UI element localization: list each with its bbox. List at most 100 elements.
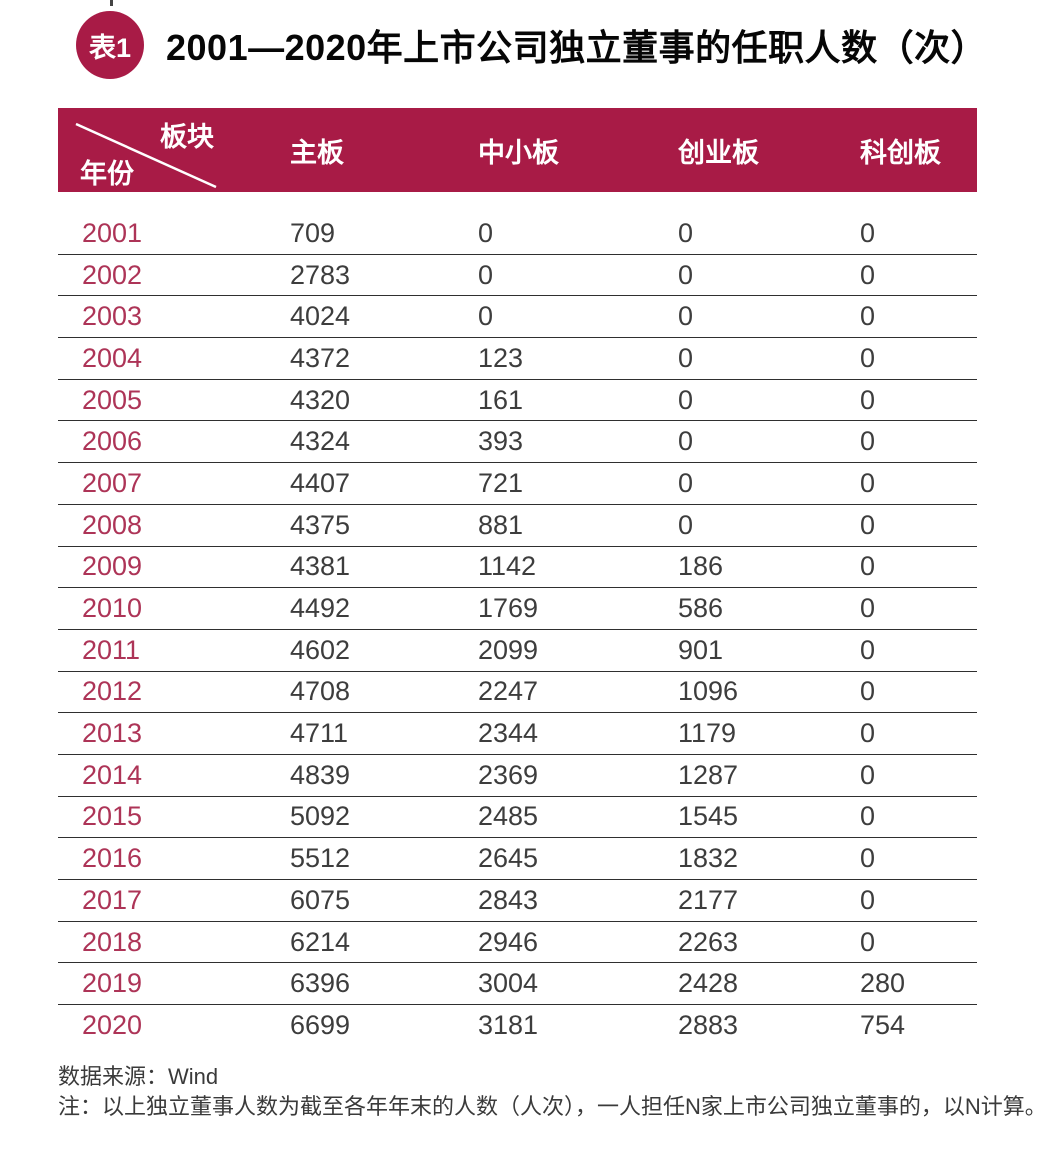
value-cell: 280 [860, 968, 906, 999]
value-cell: 6214 [290, 926, 351, 957]
value-cell: 0 [478, 259, 494, 290]
value-cell: 1096 [678, 676, 739, 707]
value-cell: 2428 [678, 968, 739, 999]
value-cell: 5512 [290, 843, 351, 874]
value-cell: 721 [478, 467, 524, 498]
value-cell: 901 [678, 634, 724, 665]
value-cell: 4839 [290, 759, 351, 790]
year-cell: 2020 [82, 1010, 143, 1041]
value-cell: 4320 [290, 384, 351, 415]
value-cell: 1142 [478, 551, 537, 582]
value-cell: 0 [860, 634, 876, 665]
table-row: 2014 4839 2369 1287 0 [58, 755, 977, 797]
value-cell: 0 [860, 342, 876, 373]
value-cell: 0 [860, 509, 876, 540]
value-cell: 0 [678, 217, 694, 248]
value-cell: 3181 [478, 1010, 539, 1041]
table-row: 2013 4711 2344 1179 0 [58, 713, 977, 755]
value-cell: 393 [478, 426, 524, 457]
year-cell: 2015 [82, 801, 143, 832]
value-cell: 2369 [478, 759, 539, 790]
table-row: 2012 4708 2247 1096 0 [58, 672, 977, 714]
value-cell: 0 [860, 801, 876, 832]
value-cell: 0 [678, 259, 694, 290]
value-cell: 2485 [478, 801, 539, 832]
value-cell: 1832 [678, 843, 739, 874]
value-cell: 0 [860, 301, 876, 332]
value-cell: 0 [860, 884, 876, 915]
value-cell: 0 [478, 217, 494, 248]
value-cell: 161 [478, 384, 524, 415]
value-cell: 6075 [290, 884, 351, 915]
value-cell: 586 [678, 593, 724, 624]
value-cell: 2263 [678, 926, 739, 957]
value-cell: 4372 [290, 342, 351, 373]
column-header: 创业板 [678, 137, 759, 168]
value-cell: 4492 [290, 593, 351, 624]
table-row: 2006 4324 393 0 0 [58, 421, 977, 464]
value-cell: 1545 [678, 801, 739, 832]
value-cell: 0 [478, 301, 494, 332]
table-footer: 数据来源：Wind 注：以上独立董事人数为截至各年年末的人数（人次），一人担任N… [58, 1062, 1047, 1122]
value-cell: 2783 [290, 259, 351, 290]
year-cell: 2002 [82, 259, 143, 290]
value-cell: 4711 [290, 718, 349, 749]
year-cell: 2013 [82, 718, 143, 749]
value-cell: 4407 [290, 467, 351, 498]
value-cell: 1287 [678, 759, 739, 790]
value-cell: 2843 [478, 884, 539, 915]
value-cell: 0 [678, 342, 694, 373]
value-cell: 6396 [290, 968, 351, 999]
value-cell: 0 [678, 426, 694, 457]
value-cell: 2645 [478, 843, 539, 874]
value-cell: 2344 [478, 718, 539, 749]
table-row: 2011 4602 2099 901 0 [58, 630, 977, 672]
column-header: 中小板 [478, 137, 559, 168]
year-cell: 2011 [82, 634, 141, 665]
value-cell: 4375 [290, 509, 351, 540]
table-row: 2018 6214 2946 2263 0 [58, 922, 977, 964]
year-cell: 2018 [82, 926, 143, 957]
year-cell: 2012 [82, 676, 143, 707]
table-body: 2001 709 0 0 0 2002 2783 0 0 0 2003 4024 0 0 0 2004 4372… [58, 213, 977, 1047]
year-cell: 2006 [82, 426, 143, 457]
table-row: 2003 4024 0 0 0 [58, 296, 977, 339]
value-cell: 186 [678, 551, 724, 582]
value-cell: 2177 [678, 884, 739, 915]
value-cell: 123 [478, 342, 524, 373]
value-cell: 1769 [478, 593, 539, 624]
table-row: 2004 4372 123 0 0 [58, 338, 977, 380]
year-cell: 2004 [82, 342, 143, 373]
value-cell: 0 [860, 843, 876, 874]
value-cell: 709 [290, 217, 336, 248]
table-row: 2020 6699 3181 2883 754 [58, 1005, 977, 1047]
year-cell: 2019 [82, 968, 143, 999]
value-cell: 6699 [290, 1010, 351, 1041]
value-cell: 0 [678, 301, 694, 332]
year-cell: 2008 [82, 509, 143, 540]
year-cell: 2014 [82, 759, 143, 790]
value-cell: 0 [860, 217, 876, 248]
column-header: 科创板 [860, 137, 941, 168]
value-cell: 1179 [678, 718, 737, 749]
year-cell: 2007 [82, 467, 143, 498]
explanatory-note: 注：以上独立董事人数为截至各年年末的人数（人次），一人担任N家上市公司独立董事的… [58, 1094, 1047, 1119]
value-cell: 0 [860, 676, 876, 707]
table-row: 2007 4407 721 0 0 [58, 463, 977, 505]
value-cell: 0 [860, 926, 876, 957]
value-cell: 0 [860, 759, 876, 790]
year-cell: 2001 [82, 217, 143, 248]
year-cell: 2017 [82, 884, 143, 915]
value-cell: 2099 [478, 634, 539, 665]
value-cell: 4381 [290, 551, 351, 582]
page-crop-artifact [110, 0, 113, 6]
value-cell: 0 [678, 467, 694, 498]
value-cell: 0 [860, 467, 876, 498]
year-cell: 2005 [82, 384, 143, 415]
value-cell: 2883 [678, 1010, 739, 1041]
year-cell: 2016 [82, 843, 143, 874]
value-cell: 5092 [290, 801, 351, 832]
table-header-row: 板块 年份 主板 中小板 创业板 科创板 [58, 108, 977, 192]
value-cell: 0 [860, 551, 876, 582]
